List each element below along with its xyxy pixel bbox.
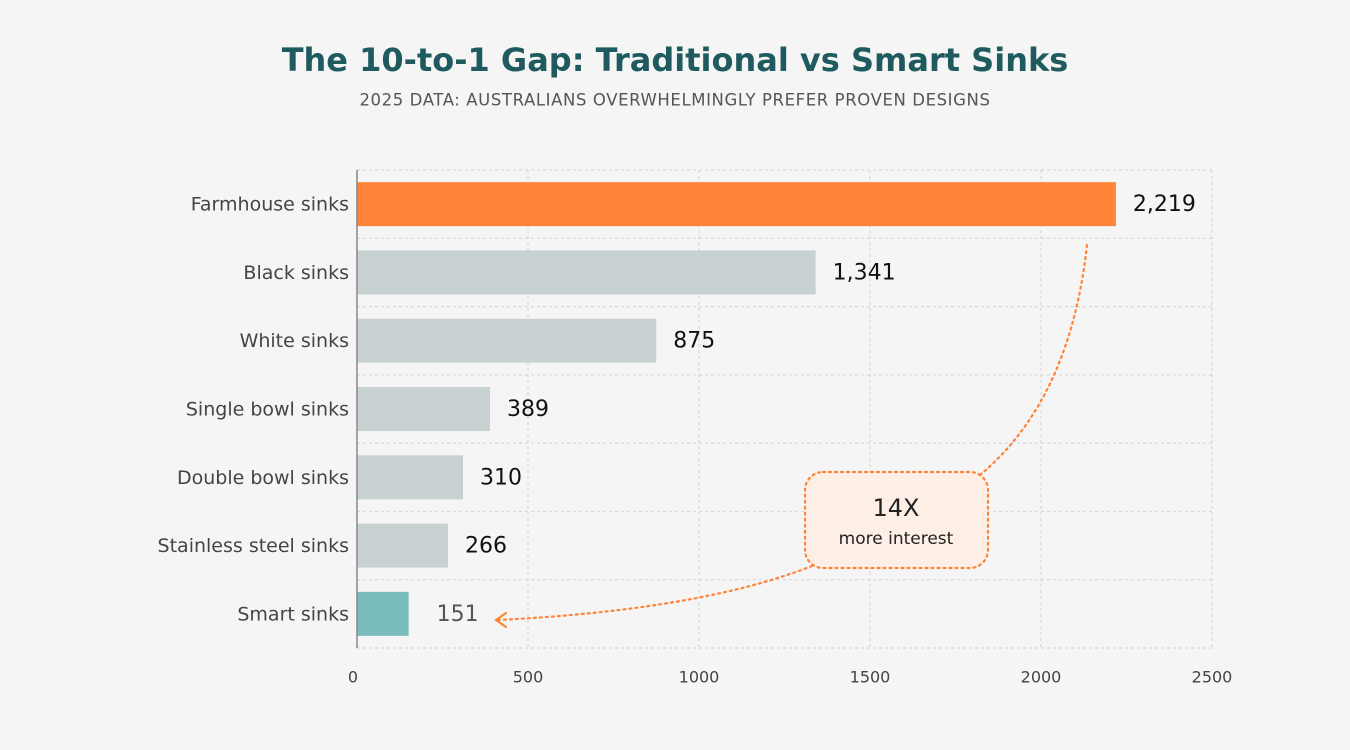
x-tick-label: 1000 [679,668,720,687]
y-tick-label: Double bowl sinks [177,467,349,489]
bar [357,387,491,431]
bar [357,455,464,500]
bar [357,318,657,363]
x-tick-label: 0 [348,668,358,687]
value-label: 875 [673,329,715,354]
arrow-head [494,611,508,629]
y-tick-label: Single bowl sinks [186,399,349,421]
value-label: 151 [437,602,479,627]
callout-headline: 14X [873,494,920,522]
y-tick-label: Smart sinks [237,603,349,625]
y-tick-label: Stainless steel sinks [158,535,349,557]
bar [357,591,409,636]
value-label: 266 [465,534,507,559]
y-tick-label: White sinks [240,330,349,352]
bar [357,250,816,295]
value-label: 310 [480,465,522,490]
chart-title: The 10-to-1 Gap: Traditional vs Smart Si… [282,41,1069,79]
callout: 14X more interest [494,243,1089,629]
bar [357,523,448,568]
bar [357,182,1116,227]
callout-connector [978,243,1089,477]
x-tick-label: 2500 [1192,668,1233,687]
plot-area: 0 500 1000 1500 2000 2500 Farmhouse sinks 2,219… [158,169,1233,687]
chart-subtitle: 2025 DATA: AUSTRALIANS OVERWHELMINGLY PR… [359,91,990,110]
value-label: 2,219 [1133,192,1196,217]
x-tick-label: 2000 [1021,668,1062,687]
x-tick-label: 1500 [850,668,891,687]
x-tick-label: 500 [513,668,544,687]
value-label: 389 [507,397,549,422]
value-label: 1,341 [833,260,896,285]
y-tick-label: Farmhouse sinks [191,194,349,216]
callout-arrow [496,564,814,622]
y-tick-label: Black sinks [243,262,349,284]
callout-text: more interest [839,529,954,549]
callout-box [803,470,990,570]
